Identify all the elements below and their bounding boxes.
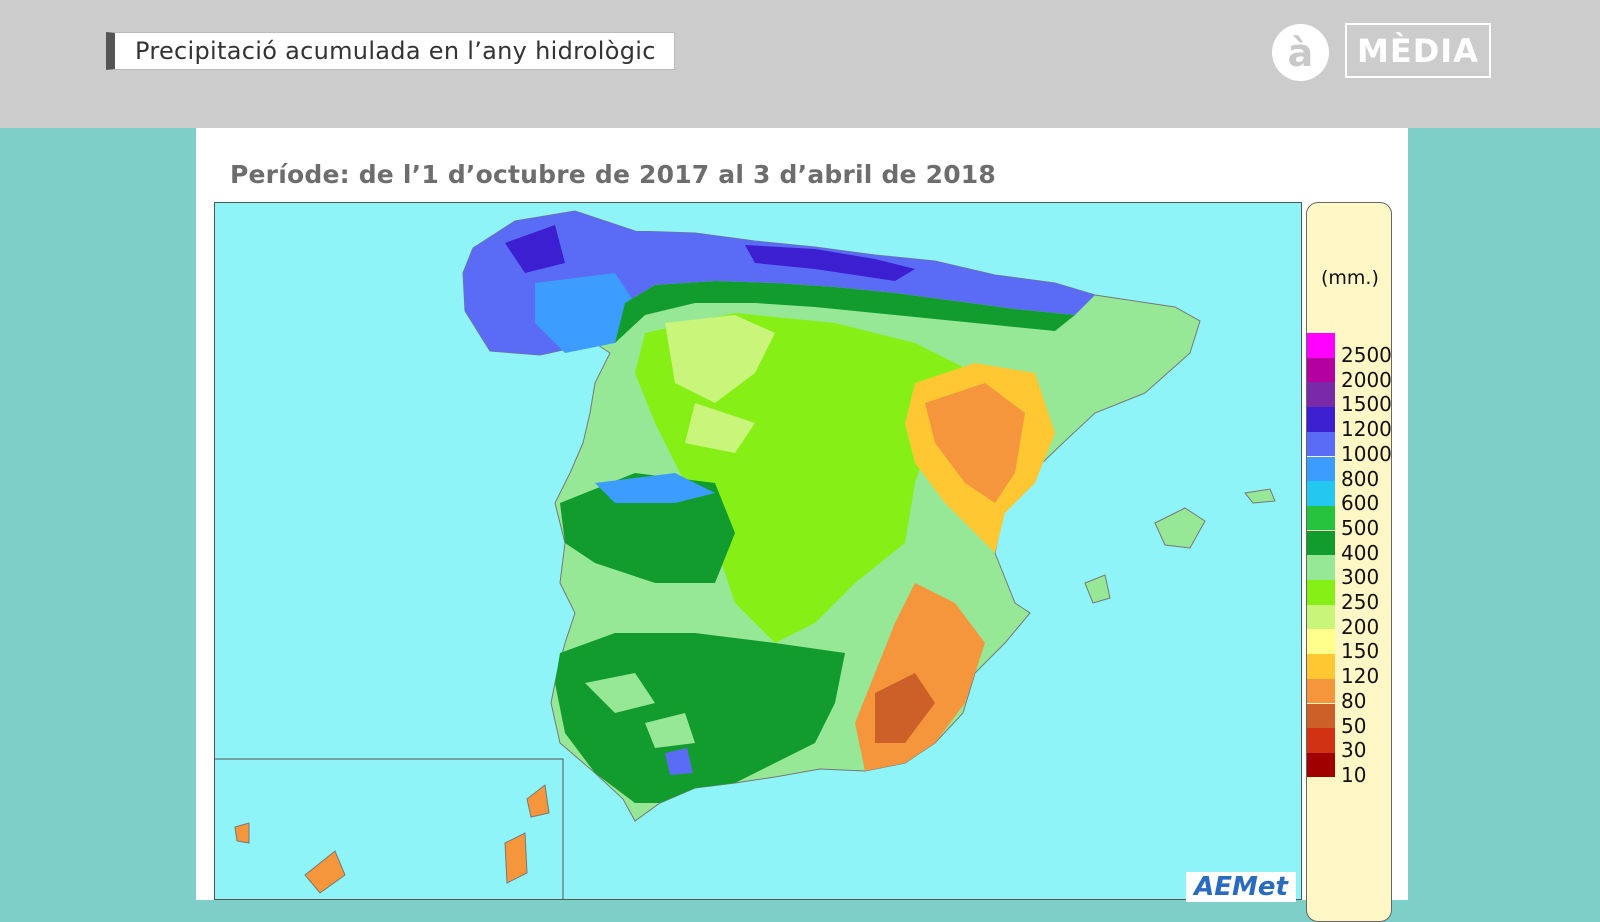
legend-label: 1000 [1341,441,1392,466]
legend-swatch [1307,752,1335,778]
legend-swatch [1307,654,1335,679]
legend-swatch [1307,407,1335,432]
east-orange-core [925,383,1025,503]
aemet-watermark: AEMet [1186,872,1296,902]
legend-label: 10 [1341,762,1367,787]
legend-label: 1200 [1341,417,1392,442]
legend-swatch [1307,357,1335,383]
legend-swatch [1307,530,1335,556]
legend-label: 500 [1341,515,1380,540]
legend-label: 600 [1341,491,1380,516]
west-blue [595,473,715,503]
legend-label: 300 [1341,565,1380,590]
west-green [560,473,735,583]
legend-label: 250 [1341,590,1380,614]
precipitation-map [214,202,1302,900]
legend-label: 800 [1341,466,1380,491]
top-bar: Precipitació acumulada en l’any hidrològ… [0,0,1600,128]
south-blue [665,748,693,775]
peninsula-map-graphic [215,210,1276,899]
galicia-light [535,273,635,353]
central-yellow [665,315,775,453]
legend-label: 2500 [1341,343,1392,367]
north-green-edge [615,281,1075,343]
legend-label: 120 [1341,664,1380,689]
legend-swatch [1307,333,1335,358]
legend-swatch [1307,481,1335,506]
legend-unit: (mm.) [1321,267,1379,289]
legend-label: 30 [1341,738,1367,763]
southeast-red [875,673,935,743]
page-title: Precipitació acumulada en l’any hidrològ… [106,32,675,70]
media-logo: MÈDIA [1345,23,1491,78]
legend-label: 50 [1341,713,1367,738]
legend-swatch [1307,678,1335,704]
north-coast-dark [505,225,915,281]
map-subtitle: Període: de l’1 d’octubre de 2017 al 3 d… [230,160,996,189]
south-light [585,673,695,748]
canary-islands [234,784,550,894]
apunt-logo-icon: à [1272,24,1329,81]
legend-swatch [1307,580,1335,605]
legend-swatch [1307,505,1335,531]
canary-inset-frame [215,758,564,899]
legend-swatch [1307,629,1335,654]
legend-label: 400 [1341,540,1380,565]
balearic-islands [1084,488,1276,604]
legend-label: 150 [1341,639,1380,664]
legend-label: 80 [1341,688,1367,713]
legend-swatch [1307,382,1335,407]
legend-swatch [1307,703,1335,728]
legend-label: 1500 [1341,392,1392,417]
south-green [555,633,845,803]
legend-swatch [1307,555,1335,580]
precipitation-legend: (mm.) 2500 2000 1500 1200 1000 800 600 500 400 30… [1306,202,1392,922]
legend-label: 2000 [1341,367,1392,392]
legend-swatch [1307,604,1335,630]
legend-swatch [1307,456,1335,481]
legend-swatch [1307,431,1335,457]
legend-swatch [1307,728,1335,753]
legend-label: 200 [1341,614,1380,639]
